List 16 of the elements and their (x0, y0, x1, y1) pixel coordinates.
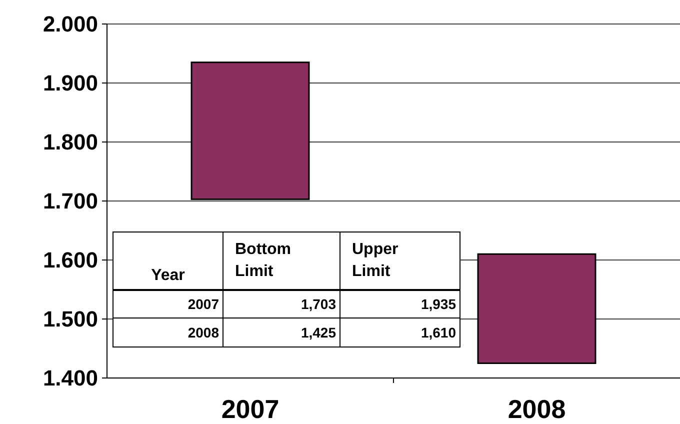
annotation: 1,425 (300, 324, 336, 340)
y-tick-label: 1.500 (42, 306, 98, 332)
annotation: Bottom Limit (235, 241, 291, 280)
y-tick-label: 1.600 (42, 248, 98, 273)
y-tick-label: 1.800 (42, 130, 98, 155)
y-tick-label: 1.900 (42, 70, 98, 96)
annotation: 2008 (188, 324, 220, 340)
annotation: Upper Limit (352, 241, 398, 280)
annotation: 2007 (188, 296, 220, 312)
annotation: Year (151, 267, 185, 284)
y-tick-label: 1.700 (42, 188, 98, 214)
annotation: 1,610 (420, 324, 456, 340)
y-tick-label: 2.000 (42, 12, 98, 37)
annotation: 1,703 (300, 296, 336, 312)
y-tick-label: 1.400 (42, 366, 98, 391)
annotation: 1,935 (420, 296, 456, 312)
